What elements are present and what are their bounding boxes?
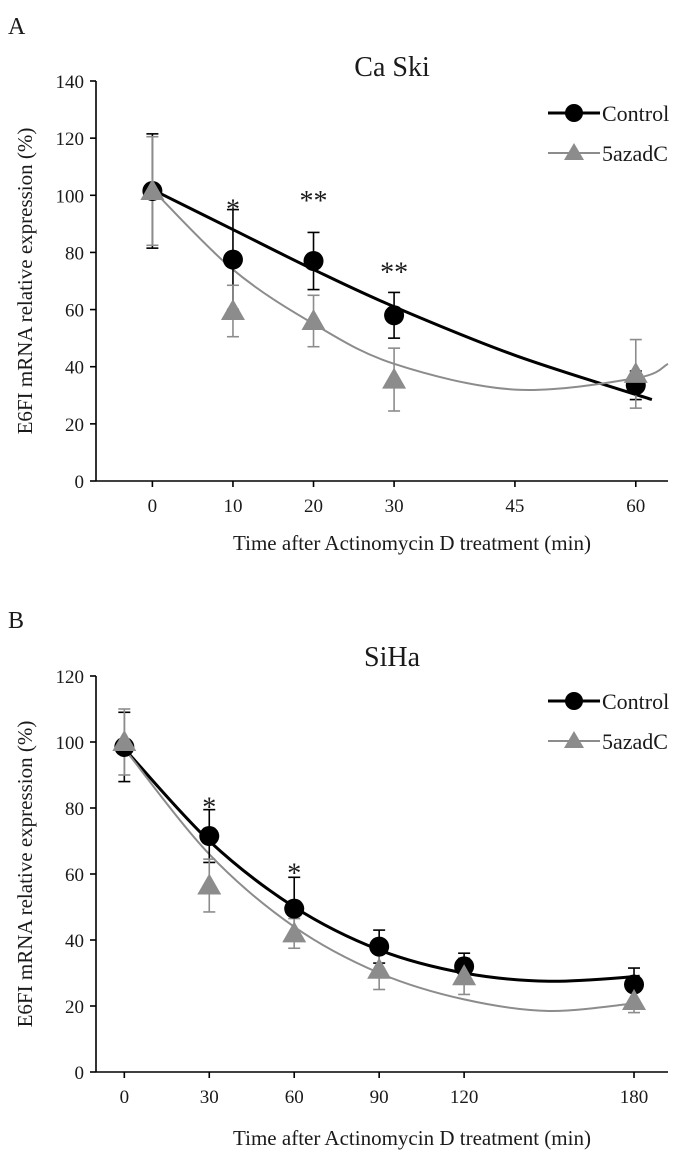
data-point-5azadc	[197, 873, 222, 895]
data-point-5azadc	[622, 989, 647, 1011]
chart-panel-a: A Ca Ski 0 20 40 60 80 100 120 140 0 10 20 30 45 60 Time…	[8, 14, 669, 555]
data-point-5azadc	[623, 361, 648, 383]
x-axis-label: Time after Actinomycin D treatment (min)	[233, 531, 591, 555]
data-point-control	[624, 974, 645, 995]
y-tick-label: 40	[65, 931, 84, 952]
y-tick-label: 0	[75, 472, 85, 493]
legend-marker-5azadc	[564, 143, 584, 160]
y-tick-label: 20	[65, 997, 84, 1018]
x-tick-label: 90	[370, 1087, 389, 1108]
legend-label: Control	[602, 101, 669, 126]
data-point-5azadc	[282, 921, 307, 943]
legend-marker-control	[565, 104, 583, 122]
data-point-5azadc	[140, 179, 165, 200]
trend-line-control	[151, 188, 653, 401]
significance-marker: *	[287, 859, 301, 890]
y-tick-label: 140	[56, 72, 85, 93]
y-tick-label: 20	[65, 415, 84, 436]
x-axis-label: Time after Actinomycin D treatment (min)	[233, 1126, 591, 1150]
x-tick-label: 30	[200, 1087, 219, 1108]
x-tick-label: 10	[223, 496, 242, 517]
y-tick-label: 100	[56, 186, 85, 207]
chart-title: SiHa	[364, 642, 421, 673]
significance-marker: *	[226, 195, 240, 226]
data-point-control	[199, 826, 220, 847]
y-axis-label: E6FI mRNA relative expression (%)	[13, 721, 37, 1028]
data-point-control	[384, 305, 405, 326]
y-tick-label: 120	[56, 667, 85, 688]
significance-marker: **	[300, 186, 328, 217]
legend: Control 5azadC	[548, 101, 669, 166]
data-point-5azadc	[452, 964, 477, 986]
data-point-5azadc	[301, 309, 326, 330]
panel-label: A	[8, 14, 26, 40]
data-point-5azadc	[367, 957, 392, 979]
y-tick-label: 60	[65, 301, 84, 322]
data-point-control	[369, 936, 390, 957]
y-tick-label: 80	[65, 243, 84, 264]
legend-label: Control	[602, 689, 669, 714]
y-tick-label: 120	[56, 129, 85, 150]
legend-label: 5azadC	[602, 729, 668, 754]
x-tick-label: 0	[120, 1087, 130, 1108]
y-tick-label: 100	[56, 733, 85, 754]
chart-panel-b: B SiHa 0 20 40 60 80 100 120 0 30 60 90 120 180 Time af…	[8, 608, 669, 1150]
x-tick-label: 30	[385, 496, 404, 517]
legend-label: 5azadC	[602, 141, 668, 166]
legend: Control 5azadC	[548, 689, 669, 754]
x-tick-label: 0	[148, 496, 158, 517]
x-tick-label: 180	[620, 1087, 649, 1108]
data-point-5azadc	[220, 299, 245, 320]
panel-label: B	[8, 608, 24, 634]
data-point-5azadc	[382, 367, 407, 389]
data-point-5azadc	[112, 730, 137, 751]
y-tick-label: 80	[65, 799, 84, 820]
data-point-control	[222, 249, 243, 270]
x-tick-label: 60	[285, 1087, 304, 1108]
significance-marker: **	[380, 258, 408, 289]
chart-title: Ca Ski	[354, 52, 430, 83]
y-axis-label: E6FI mRNA relative expression (%)	[13, 128, 37, 435]
y-tick-label: 60	[65, 865, 84, 886]
legend-marker-control	[565, 692, 583, 710]
data-point-control	[284, 898, 305, 919]
y-tick-label: 0	[75, 1063, 85, 1084]
data-point-control	[303, 251, 324, 271]
x-tick-label: 60	[626, 496, 645, 517]
x-tick-label: 45	[505, 496, 524, 517]
significance-marker: *	[202, 793, 216, 824]
x-tick-label: 120	[450, 1087, 479, 1108]
y-tick-label: 40	[65, 358, 84, 379]
legend-marker-5azadc	[564, 731, 584, 748]
x-tick-label: 20	[304, 496, 323, 517]
